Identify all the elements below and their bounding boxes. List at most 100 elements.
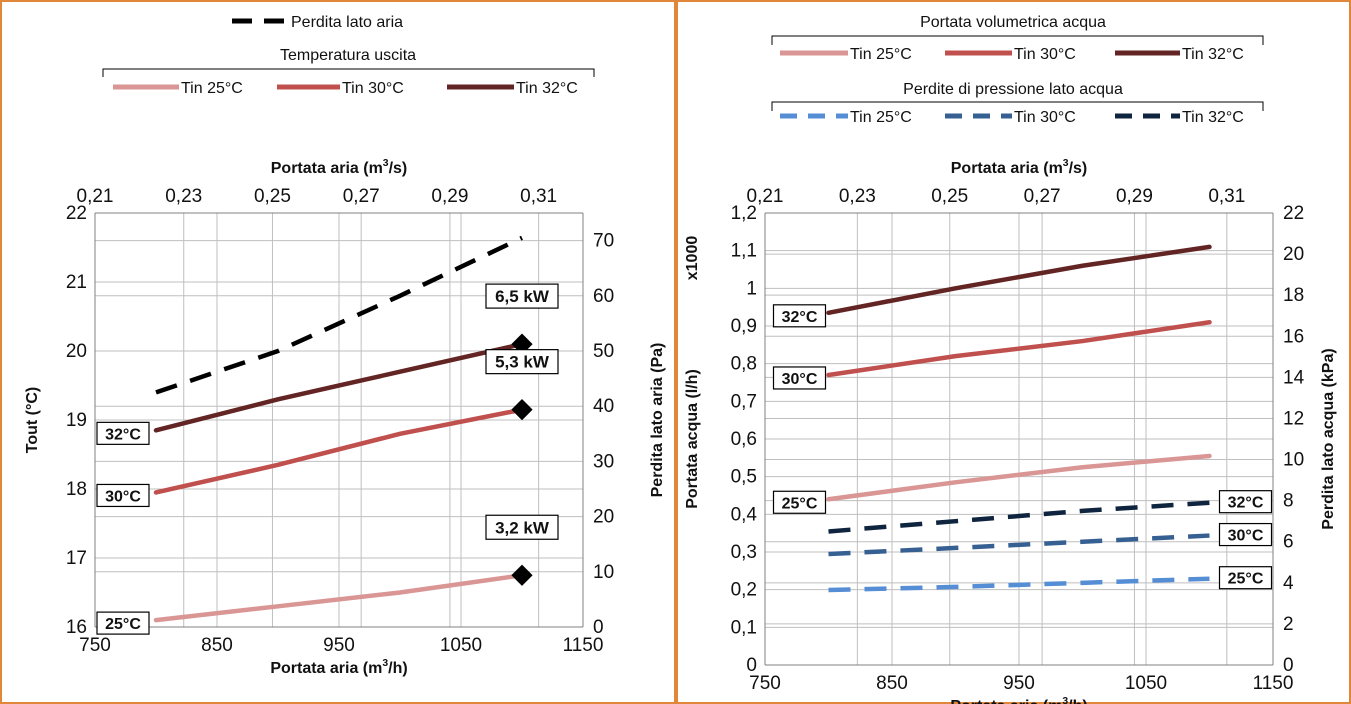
x2-tick-label: 0,29 xyxy=(1116,186,1153,207)
y2-tick-label: 4 xyxy=(1283,573,1294,594)
power-label-box xyxy=(485,349,559,375)
line-label-box xyxy=(96,611,150,635)
legend-title: Perdite di pressione lato acqua xyxy=(903,81,1123,98)
y2-tick-label: 8 xyxy=(1283,491,1294,512)
legend-label: Tin 25°C xyxy=(181,80,243,97)
y-tick-label: 1,2 xyxy=(731,203,757,224)
x2-tick-label: 0,21 xyxy=(747,186,784,207)
y2-axis-title: Perdita lato aria (Pa) xyxy=(649,343,666,498)
x2-axis-title: Portata aria (m3/s) xyxy=(951,158,1088,177)
y2-tick-label: 50 xyxy=(593,341,614,362)
series-line xyxy=(826,453,1212,502)
y-tick-label: 0,3 xyxy=(731,542,757,563)
gridlines xyxy=(764,212,1274,666)
line-label-box xyxy=(772,366,827,390)
right-panel-border xyxy=(676,0,1351,704)
line-label-box xyxy=(772,490,827,514)
x-tick-label: 950 xyxy=(1003,673,1035,694)
y-tick-label: 0 xyxy=(746,655,757,676)
power-label-box xyxy=(485,283,559,309)
y-tick-label: 1,1 xyxy=(731,241,757,262)
y2-tick-label: 10 xyxy=(593,562,614,583)
y-tick-label: 0,4 xyxy=(731,504,758,525)
y-tick-label: 0,2 xyxy=(731,580,757,601)
left-legend: Perdita lato aria Temperatura uscita Tin 2… xyxy=(102,14,595,97)
x-tick-label: 850 xyxy=(201,635,233,656)
x2-tick-label: 0,25 xyxy=(931,186,968,207)
x-axis-title: Portata aria (m3/h) xyxy=(950,696,1087,704)
line-label: 32°C xyxy=(1228,495,1264,512)
line-label-box xyxy=(96,483,150,508)
y2-tick-label: 18 xyxy=(1283,285,1304,306)
y2-tick-label: 22 xyxy=(1283,203,1304,224)
y-tick-label: 16 xyxy=(66,617,87,638)
power-label: 3,2 kW xyxy=(495,518,550,537)
x2-tick-label: 0,31 xyxy=(1208,186,1245,207)
y2-tick-label: 2 xyxy=(1283,614,1294,635)
x-tick-label: 750 xyxy=(79,635,111,656)
legend-title: Temperatura uscita xyxy=(280,47,416,64)
y2-tick-label: 0 xyxy=(593,617,604,638)
y2-tick-label: 20 xyxy=(593,507,614,528)
series-line xyxy=(155,235,523,395)
legend-bracket xyxy=(771,35,1264,45)
diamond-marker xyxy=(511,564,533,586)
y-axis-multiplier: x1000 xyxy=(684,236,701,281)
y-tick-label: 22 xyxy=(66,203,87,224)
y-tick-label: 0,5 xyxy=(731,467,757,488)
x-tick-label: 1150 xyxy=(1253,673,1294,694)
left-panel-border xyxy=(0,0,676,704)
y2-tick-label: 16 xyxy=(1283,326,1304,347)
x-tick-label: 1150 xyxy=(563,635,604,656)
y2-tick-label: 10 xyxy=(1283,450,1304,471)
legend-title: Portata volumetrica acqua xyxy=(920,14,1106,31)
y-tick-label: 0,7 xyxy=(731,391,757,412)
series-line xyxy=(826,244,1212,316)
line-label: 30°C xyxy=(782,371,818,388)
legend-label: Tin 25°C xyxy=(850,109,912,126)
x2-tick-label: 0,27 xyxy=(343,186,380,207)
x2-tick-label: 0,21 xyxy=(77,186,114,207)
y2-tick-label: 20 xyxy=(1283,244,1304,265)
y-tick-label: 17 xyxy=(66,548,87,569)
line-label: 32°C xyxy=(105,426,141,443)
y-tick-label: 19 xyxy=(66,410,87,431)
y2-tick-label: 30 xyxy=(593,451,614,472)
y-tick-label: 0,8 xyxy=(731,354,757,375)
diamond-marker xyxy=(511,399,533,421)
power-label: 5,3 kW xyxy=(495,353,550,372)
x-tick-label: 850 xyxy=(876,673,908,694)
x-tick-label: 750 xyxy=(749,673,781,694)
series-line xyxy=(153,573,525,623)
y-axis-title: Tout (°C) xyxy=(24,387,41,454)
y-tick-label: 18 xyxy=(66,479,87,500)
line-label-box xyxy=(1218,522,1273,547)
y2-tick-label: 40 xyxy=(593,396,614,417)
series-line xyxy=(828,576,1210,593)
legend-label: Tin 30°C xyxy=(1014,109,1076,126)
line-label: 30°C xyxy=(105,488,141,505)
series-line xyxy=(828,533,1210,557)
x2-tick-label: 0,23 xyxy=(165,186,202,207)
x2-tick-label: 0,27 xyxy=(1024,186,1061,207)
legend-label: Tin 32°C xyxy=(1182,46,1244,63)
y2-axis-title: Perdita lato acqua (kPa) xyxy=(1320,348,1337,529)
line-label-box xyxy=(772,304,827,328)
y-tick-label: 21 xyxy=(66,272,87,293)
legend-label: Tin 30°C xyxy=(1014,46,1076,63)
series-line xyxy=(826,319,1212,378)
x-tick-label: 1050 xyxy=(1125,673,1167,694)
y-tick-label: 20 xyxy=(66,341,87,362)
gridlines xyxy=(94,212,584,628)
legend-bracket xyxy=(102,68,595,77)
line-label-box xyxy=(1218,566,1273,590)
legend-label: Tin 32°C xyxy=(516,80,578,97)
x2-tick-label: 0,29 xyxy=(431,186,468,207)
right-legend: Portata volumetrica acqua Tin 25°C Tin 30°… xyxy=(771,14,1264,126)
series-line xyxy=(153,407,525,495)
y2-tick-label: 70 xyxy=(593,231,614,252)
y2-tick-label: 6 xyxy=(1283,532,1294,553)
x-tick-label: 1050 xyxy=(440,635,482,656)
